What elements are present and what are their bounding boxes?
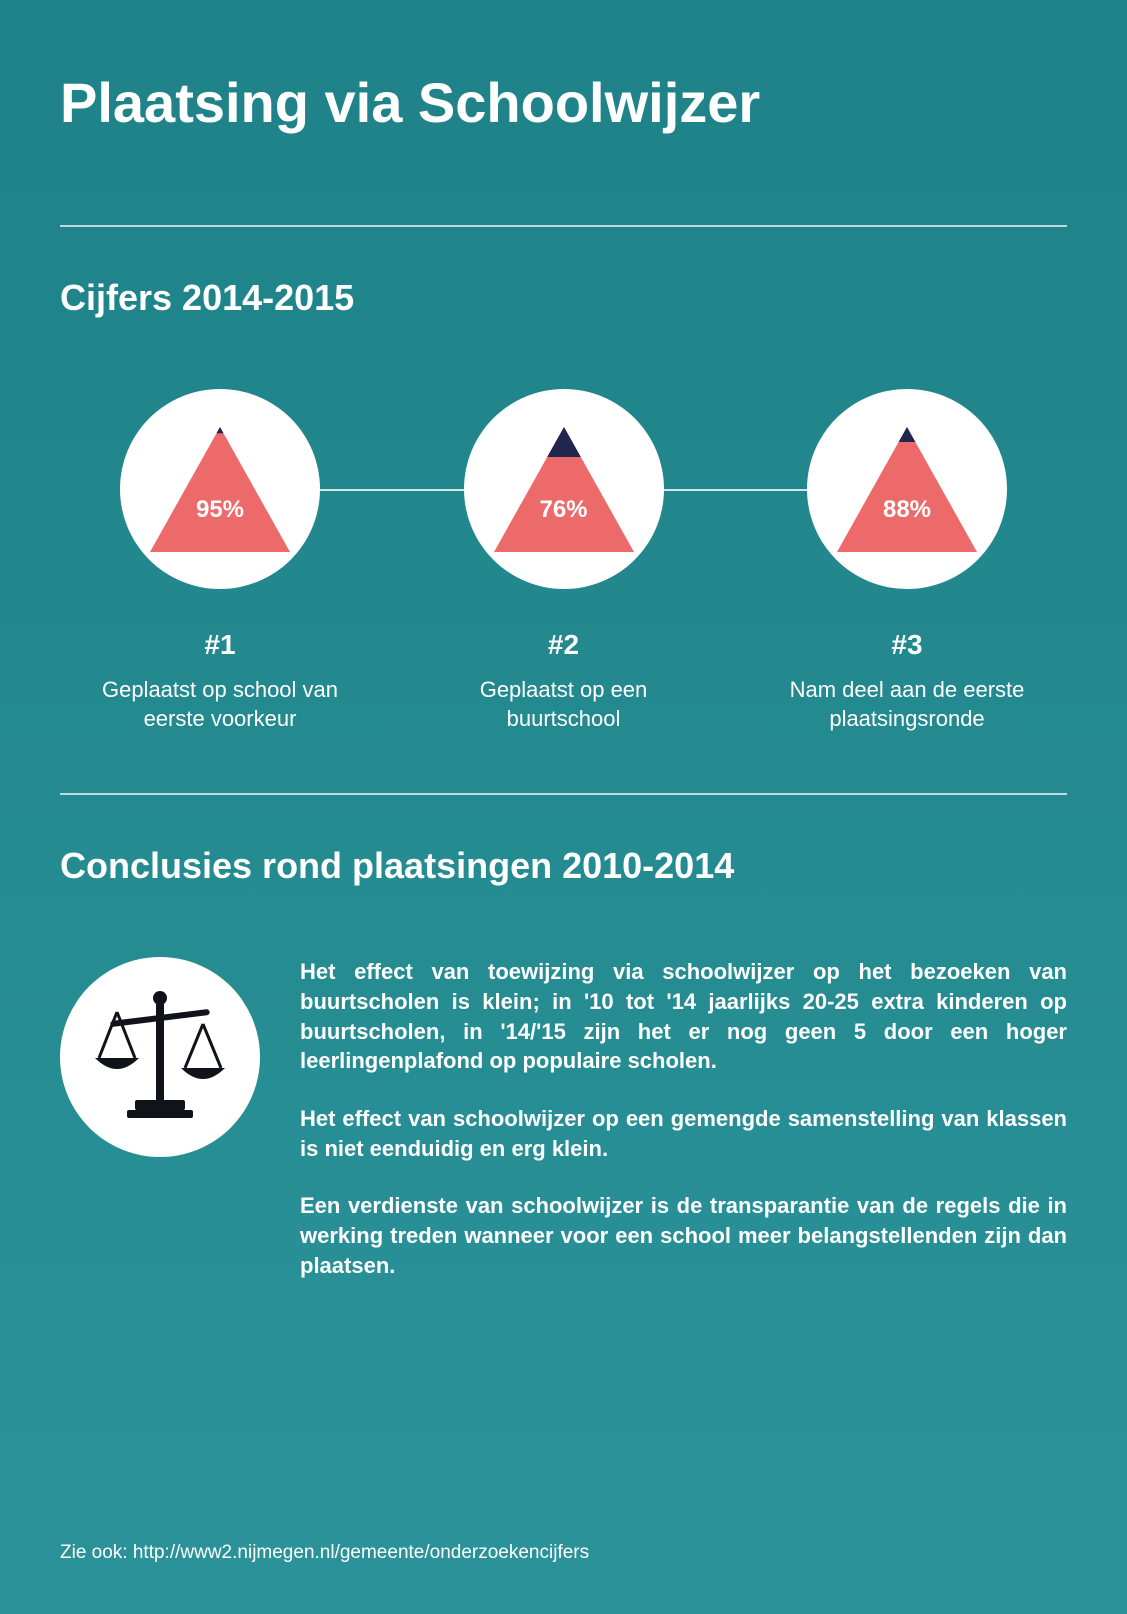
stat-circle: 95% [120, 389, 320, 589]
scales-icon [85, 982, 235, 1132]
stat-percent: 95% [150, 496, 290, 524]
stats-row: 95% #1 Geplaatst op school van eerste vo… [60, 389, 1067, 733]
stat-rank: #1 [204, 629, 235, 661]
stat-rank: #2 [548, 629, 579, 661]
stat-circle: 88% [807, 389, 1007, 589]
triangle-icon [150, 427, 290, 552]
conclusion-paragraph: Een verdienste van schoolwijzer is de tr… [300, 1191, 1067, 1280]
conclusions-block: Het effect van toewijzing via schoolwijz… [60, 957, 1067, 1308]
divider [60, 225, 1067, 227]
footer-text: Zie ook: http://www2.nijmegen.nl/gemeent… [60, 1542, 589, 1564]
triangle-chart: 76% [494, 427, 634, 552]
stat-item: 88% #3 Nam deel aan de eerste plaatsings… [767, 389, 1047, 733]
triangle-chart: 95% [150, 427, 290, 552]
triangle-chart: 88% [837, 427, 977, 552]
stat-percent: 88% [837, 496, 977, 524]
stat-desc: Nam deel aan de eerste plaatsingsronde [787, 676, 1027, 733]
triangle-icon [494, 427, 634, 552]
stat-percent: 76% [494, 496, 634, 524]
stat-circle: 76% [464, 389, 664, 589]
page-title: Plaatsing via Schoolwijzer [60, 70, 1067, 135]
stat-item: 95% #1 Geplaatst op school van eerste vo… [80, 389, 360, 733]
stat-desc: Geplaatst op school van eerste voorkeur [100, 676, 340, 733]
conclusions-text: Het effect van toewijzing via schoolwijz… [300, 957, 1067, 1308]
conclusion-paragraph: Het effect van schoolwijzer op een gemen… [300, 1104, 1067, 1163]
stat-rank: #3 [891, 629, 922, 661]
conclusion-paragraph: Het effect van toewijzing via schoolwijz… [300, 957, 1067, 1076]
section2-title: Conclusies rond plaatsingen 2010-2014 [60, 845, 1067, 887]
triangle-icon [837, 427, 977, 552]
stat-desc: Geplaatst op een buurtschool [444, 676, 684, 733]
stat-item: 76% #2 Geplaatst op een buurtschool [424, 389, 704, 733]
scales-circle [60, 957, 260, 1157]
divider [60, 793, 1067, 795]
section1-title: Cijfers 2014-2015 [60, 277, 1067, 319]
